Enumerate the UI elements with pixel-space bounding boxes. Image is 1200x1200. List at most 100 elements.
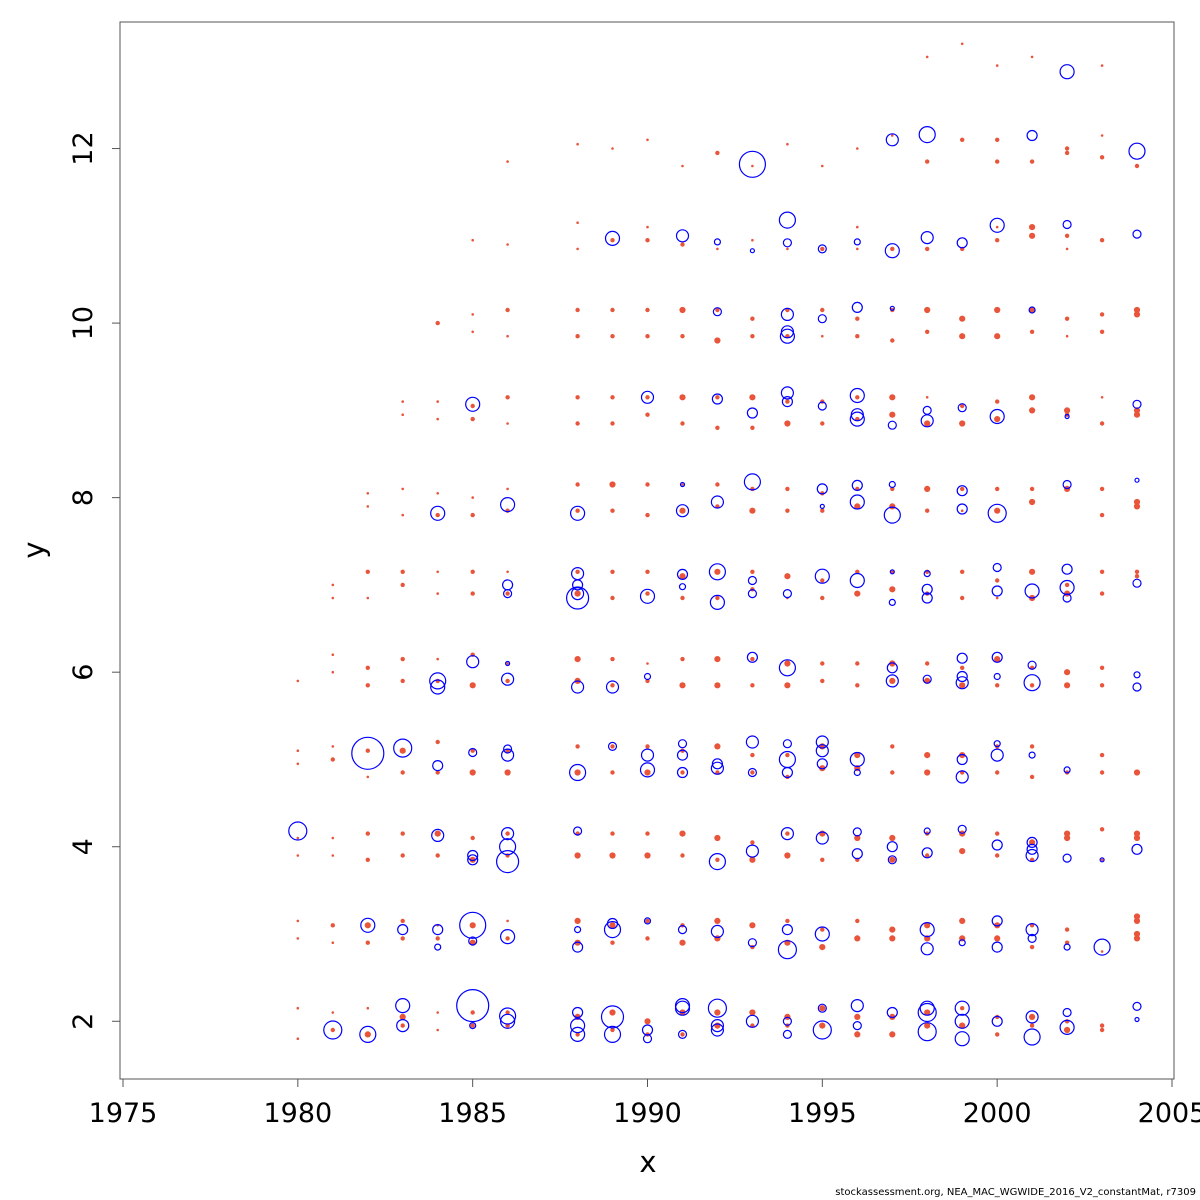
red-point: [366, 775, 370, 779]
red-point: [995, 225, 999, 229]
red-point: [1064, 150, 1070, 156]
blue-bubble: [781, 923, 794, 936]
blue-bubble: [991, 651, 1003, 663]
blue-bubble: [993, 672, 1001, 681]
red-point: [856, 247, 859, 251]
blue-bubble: [815, 744, 829, 758]
blue-bubble: [849, 572, 865, 589]
red-point: [505, 936, 510, 941]
blue-bubble: [991, 1015, 1003, 1027]
blue-bubble: [678, 583, 687, 591]
red-point: [889, 856, 896, 863]
blue-bubble: [992, 562, 1002, 573]
blue-bubble: [501, 672, 515, 686]
red-point: [1099, 238, 1105, 243]
blue-bubble: [568, 763, 587, 782]
red-point: [365, 748, 370, 753]
red-point: [925, 396, 929, 399]
red-point: [1064, 927, 1070, 932]
red-point: [1133, 503, 1141, 510]
red-point: [644, 769, 651, 776]
red-point: [1099, 827, 1105, 832]
red-series: [296, 42, 1141, 1040]
red-point: [296, 679, 300, 683]
blue-bubble: [745, 844, 760, 858]
red-point: [400, 656, 405, 662]
blue-bubble: [359, 1025, 377, 1044]
blue-bubble: [780, 307, 795, 321]
red-point: [1030, 55, 1034, 59]
blue-bubble: [503, 744, 513, 754]
blue-bubble: [920, 231, 934, 245]
blue-bubble: [922, 405, 932, 415]
blue-bubble: [1132, 399, 1142, 409]
blue-bubble: [991, 585, 1003, 597]
red-point: [645, 238, 650, 243]
red-point: [470, 591, 475, 596]
blue-bubble: [468, 747, 478, 758]
y-tick-label: 2: [68, 1013, 99, 1030]
blue-bubble: [500, 497, 516, 513]
blue-bubble: [1063, 766, 1071, 774]
red-point: [820, 678, 825, 684]
blue-bubble: [853, 238, 861, 246]
blue-bubble: [849, 411, 865, 427]
red-point: [505, 591, 510, 596]
red-point: [470, 1023, 475, 1028]
blue-bubble: [605, 680, 620, 694]
blue-bubble: [1059, 579, 1075, 596]
red-point: [505, 508, 510, 513]
blue-bubble: [885, 133, 899, 147]
blue-bubble: [814, 568, 830, 584]
red-point: [469, 682, 476, 689]
blue-bubble: [956, 485, 968, 497]
y-tick-label: 8: [68, 489, 99, 506]
red-point: [889, 503, 896, 510]
red-point: [365, 940, 370, 945]
red-point: [785, 752, 790, 758]
blue-bubble: [432, 923, 444, 936]
blue-bubble: [989, 408, 1005, 425]
blue-bubble: [570, 586, 585, 601]
red-point: [715, 482, 720, 487]
red-point: [436, 657, 440, 661]
red-point: [575, 508, 580, 513]
red-point: [610, 831, 615, 836]
blue-bubble: [816, 758, 828, 770]
red-point: [331, 854, 335, 857]
blue-bubble: [505, 660, 511, 667]
blue-bubble: [712, 307, 723, 317]
red-point: [889, 411, 896, 418]
blue-bubble: [1063, 943, 1071, 951]
blue-bubble: [676, 766, 689, 779]
red-point: [401, 513, 405, 517]
blue-bubble: [1025, 1010, 1039, 1024]
blue-bubble: [499, 838, 517, 856]
red-point: [785, 831, 790, 836]
blue-bubble: [956, 503, 968, 515]
red-point: [471, 330, 475, 334]
blue-bubble: [603, 1025, 622, 1044]
red-point: [1099, 1023, 1105, 1028]
red-point: [436, 1011, 440, 1014]
blue-bubble: [710, 1018, 725, 1033]
red-point: [434, 830, 441, 837]
red-point: [889, 834, 896, 842]
red-point: [504, 769, 511, 776]
blue-bubble: [711, 393, 724, 405]
red-point: [750, 425, 755, 430]
red-point: [331, 670, 335, 674]
red-point: [400, 1023, 405, 1028]
red-point: [1100, 858, 1104, 862]
red-point: [401, 400, 405, 403]
red-point: [750, 683, 755, 688]
blue-bubble: [781, 396, 794, 408]
red-point: [575, 334, 580, 339]
red-point: [960, 509, 964, 512]
x-tick-label: 1980: [263, 1098, 332, 1129]
red-point: [575, 421, 580, 426]
blue-bubble: [677, 1029, 688, 1040]
blue-bubble: [1064, 413, 1070, 420]
blue-bubble: [738, 150, 767, 178]
red-point: [505, 1010, 510, 1015]
